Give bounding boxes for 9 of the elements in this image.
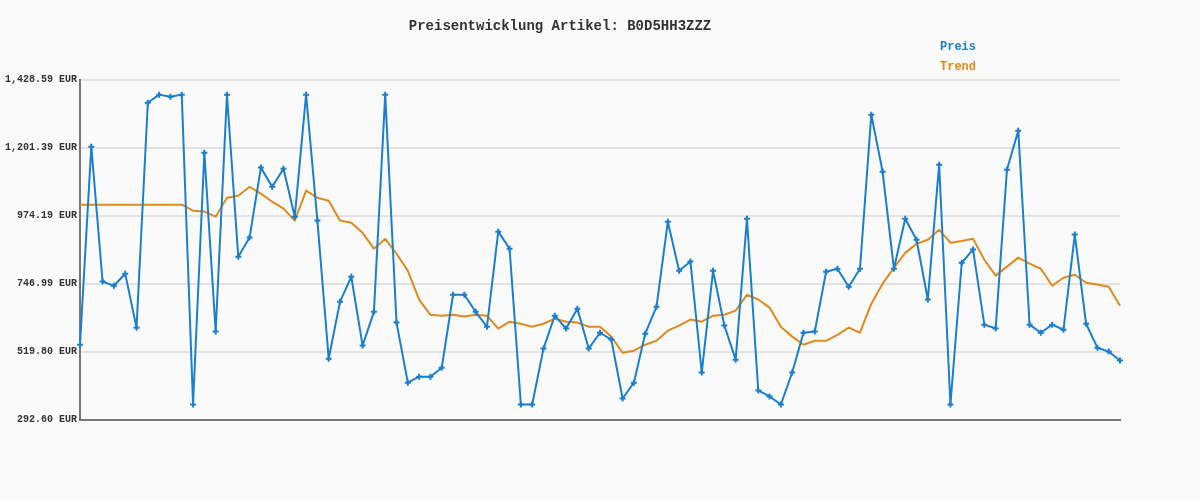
y-tick-label: 974.19 EUR [16, 210, 77, 222]
y-tick-label: 1,428.59 EUR [4, 74, 77, 86]
y-tick-label: 746.99 EUR [16, 278, 77, 290]
y-tick-label: 519.80 EUR [16, 346, 77, 358]
text: Preis [940, 40, 977, 55]
text: Trend [940, 60, 977, 75]
y-tick-label: 292.60 EUR [16, 414, 77, 426]
y-tick-label: 1,201.39 EUR [4, 142, 77, 154]
chart-title: Preisentwicklung Artikel: B0D5HH3ZZZ [408, 17, 712, 34]
